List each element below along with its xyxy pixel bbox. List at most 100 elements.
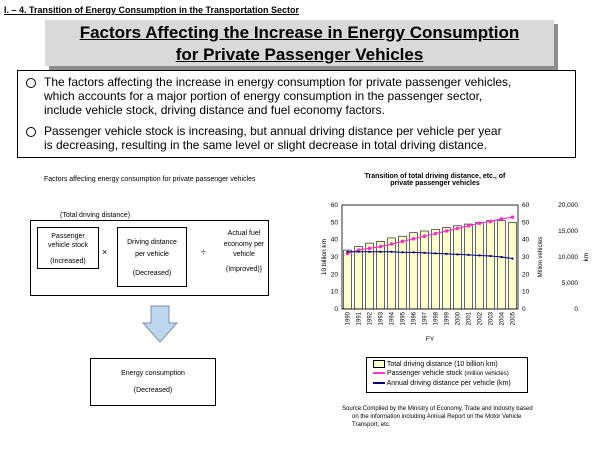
point-stock-2002 bbox=[477, 221, 482, 225]
point-stock-2005 bbox=[510, 215, 515, 219]
point-per-vehicle-1997 bbox=[423, 251, 426, 254]
point-stock-1996 bbox=[411, 237, 416, 241]
chart-legend: Total driving distance (10 billion km) P… bbox=[366, 357, 528, 393]
point-per-vehicle-1998 bbox=[434, 252, 437, 255]
right2-tick-5,000: 5,000 bbox=[562, 280, 579, 287]
driving-distance-box: Driving distance per vehicle (Decreased) bbox=[117, 227, 187, 287]
category-label-2004: 2004 bbox=[500, 311, 506, 325]
point-per-vehicle-1994 bbox=[390, 250, 393, 253]
bar-total-1991 bbox=[354, 246, 363, 310]
bar-total-2003 bbox=[486, 220, 495, 310]
category-label-1996: 1996 bbox=[412, 311, 418, 325]
multiply-sign: × bbox=[102, 247, 108, 257]
bar-total-2004 bbox=[497, 220, 506, 310]
point-per-vehicle-2002 bbox=[478, 254, 481, 257]
bar-total-2001 bbox=[464, 223, 473, 310]
category-label-2002: 2002 bbox=[478, 311, 484, 325]
point-stock-2004 bbox=[499, 217, 504, 221]
point-stock-1993 bbox=[378, 244, 383, 249]
vehicle-stock-line-1: Passenger bbox=[51, 233, 85, 240]
point-stock-1995 bbox=[400, 239, 405, 244]
driving-distance-line-2: per vehicle bbox=[135, 251, 169, 258]
energy-consumption-box: Energy consumption (Decreased) bbox=[90, 358, 216, 406]
bar-total-1997 bbox=[420, 230, 429, 310]
point-stock-1992 bbox=[367, 246, 372, 251]
bar-total-1995 bbox=[398, 235, 407, 310]
point-per-vehicle-1991 bbox=[357, 250, 360, 253]
title-line-2: for Private Passenger Vehicles bbox=[175, 45, 424, 64]
legend-item-total: Total driving distance (10 billion km) bbox=[373, 360, 498, 368]
chart-title-line-1: Transition of total driving distance, et… bbox=[364, 173, 506, 180]
chart-title: Transition of total driving distance, et… bbox=[340, 173, 530, 187]
bar-total-2005 bbox=[508, 222, 517, 310]
vehicle-stock-line-2: vehicle stock bbox=[47, 242, 89, 249]
category-label-2001: 2001 bbox=[467, 311, 473, 325]
fuel-economy-status: (Improved)} bbox=[225, 266, 263, 273]
driving-distance-status: (Decreased) bbox=[132, 270, 172, 277]
line-vehicle-stock bbox=[347, 216, 513, 255]
source-line-3: Transport, etc. bbox=[352, 422, 391, 428]
bullet-1-line-3: include vehicle stock, driving distance … bbox=[44, 103, 385, 117]
vehicle-stock-status: (Increased) bbox=[50, 258, 86, 265]
bar-total-1990 bbox=[343, 249, 352, 310]
category-label-1993: 1993 bbox=[379, 311, 385, 325]
right-tick-30: 30 bbox=[522, 254, 530, 261]
y-axis-title-right-2: km bbox=[583, 253, 590, 262]
bullet-circle-icon bbox=[26, 78, 36, 88]
legend-item-stock: Passenger vehicle stock (million vehicle… bbox=[373, 370, 509, 377]
bar-total-2002 bbox=[475, 222, 484, 310]
summary-box: The factors affecting the increase in en… bbox=[17, 70, 576, 158]
legend-label-stock: Passenger vehicle stock bbox=[386, 370, 463, 377]
driving-distance-line-1: Driving distance bbox=[127, 239, 177, 246]
bullet-2-line-1: Passenger vehicle stock is increasing, b… bbox=[44, 124, 502, 138]
right2-tick-15,000: 15,000 bbox=[558, 228, 578, 235]
y-axis-title-left: 10 billion km bbox=[321, 239, 328, 275]
legend-swatch-per-vehicle bbox=[373, 382, 385, 385]
bar-total-1994 bbox=[387, 237, 396, 310]
bar-total-1999 bbox=[442, 227, 451, 310]
left-tick-60: 60 bbox=[331, 202, 339, 209]
line-per-vehicle bbox=[347, 251, 513, 260]
category-label-1995: 1995 bbox=[401, 311, 407, 325]
driving-distance-chart: 0 10 20 30 40 50 60 0 10 20 30 40 50 60 0 5,000 10,000 15… bbox=[321, 202, 590, 343]
right-tick-10: 10 bbox=[522, 289, 530, 296]
category-label-1990: 1990 bbox=[346, 311, 352, 325]
section-header: I. – 4. Transition of Energy Consumption… bbox=[4, 5, 300, 15]
point-stock-1998 bbox=[433, 231, 438, 236]
diagram-heading: Factors affecting energy consumption for… bbox=[44, 176, 256, 183]
point-per-vehicle-1999 bbox=[445, 252, 448, 255]
point-stock-2001 bbox=[466, 224, 471, 228]
point-stock-1997 bbox=[422, 234, 427, 238]
category-label-1991: 1991 bbox=[357, 311, 363, 325]
source-line-1: Source:Compiled by the Ministry of Econo… bbox=[342, 406, 533, 412]
legend-label-total: Total driving distance (10 billion km) bbox=[386, 360, 498, 368]
left-tick-20: 20 bbox=[331, 271, 339, 278]
point-per-vehicle-2004 bbox=[500, 256, 503, 258]
point-per-vehicle-2000 bbox=[456, 253, 459, 256]
energy-consumption-label: Energy consumption bbox=[121, 370, 185, 377]
point-per-vehicle-1995 bbox=[401, 251, 404, 254]
category-label-2005: 2005 bbox=[511, 311, 517, 325]
energy-consumption-status: (Decreased) bbox=[133, 387, 173, 394]
category-label-1998: 1998 bbox=[434, 311, 440, 325]
fuel-economy-line-1: Actual fuel bbox=[227, 230, 261, 237]
x-axis-title: FY bbox=[426, 336, 435, 343]
right-tick-40: 40 bbox=[522, 237, 530, 244]
category-label-1999: 1999 bbox=[445, 311, 451, 325]
factor-bracket-box bbox=[30, 220, 269, 296]
source-line-2: on the information including Annual Repo… bbox=[352, 414, 522, 420]
category-label-1997: 1997 bbox=[423, 311, 429, 325]
left-tick-50: 50 bbox=[331, 219, 339, 226]
right-tick-50: 50 bbox=[522, 219, 530, 226]
right2-tick-10,000: 10,000 bbox=[558, 254, 578, 261]
bar-total-1998 bbox=[431, 228, 440, 310]
category-label-1994: 1994 bbox=[390, 311, 396, 325]
fuel-economy-line-2: economy per bbox=[223, 241, 265, 248]
point-per-vehicle-1996 bbox=[412, 251, 415, 254]
bullet-2-line-2: is decreasing, resulting in the same lev… bbox=[44, 138, 487, 152]
left-tick-10: 10 bbox=[331, 289, 339, 296]
total-driving-label: (Total driving distance) bbox=[60, 212, 131, 219]
legend-label-per-vehicle: Annual driving distance per vehicle (km) bbox=[386, 380, 511, 387]
point-stock-1999 bbox=[444, 229, 449, 233]
fuel-economy-box: Actual fuel economy per vehicle (Improve… bbox=[216, 224, 272, 282]
